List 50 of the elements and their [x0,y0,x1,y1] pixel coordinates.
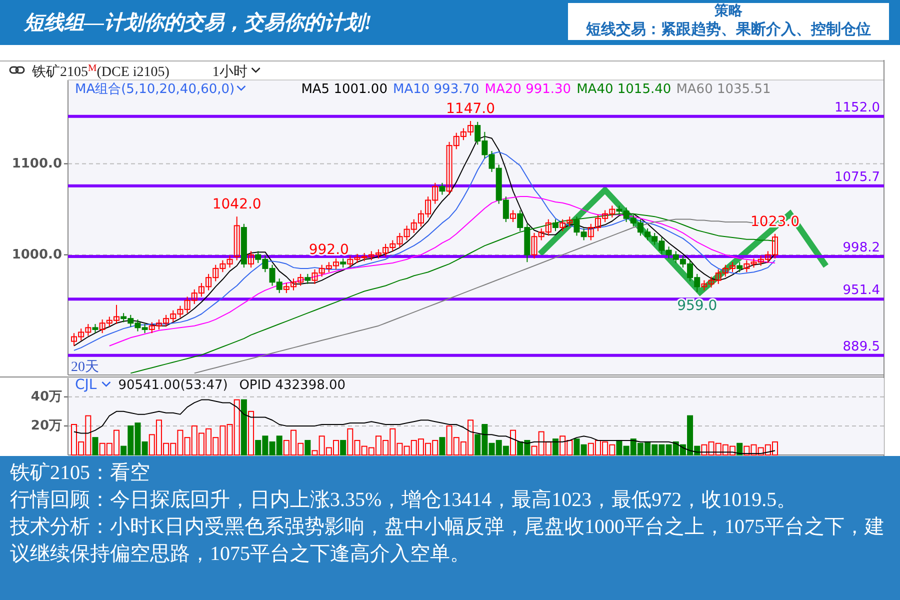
bar [248,410,254,456]
y-tick-label: 20万 [30,418,62,434]
text: MA5 1001.00 [301,82,388,97]
ref-line-label: 1075.7 [834,170,880,185]
text: 技术分析：小时K日内受黑色系强势影响，盘中小幅反弹，尾盘收1000平台之上，1075平台之下，建议继续保持偏空思路，1075平台之下逢高介入空单。 [10,515,886,567]
bar [736,442,743,456]
candlestick [439,182,446,196]
text: MA60 1035.51 [676,82,771,97]
text: MA20 991.30 [484,82,572,97]
text: MA10 993.70 [393,82,480,97]
candlestick [248,250,254,268]
y-tick-label: 1000.0 [12,247,62,262]
legend-title: MA组合(5,10,20,40,60,0) [75,82,235,97]
chart-title: CJL [75,377,97,393]
ref-line-label: 951.4 [842,283,880,298]
candlestick [92,324,98,334]
text: 短线组—计划你的交易，交易你的计划! [24,10,372,36]
annotation: 959.0 [677,298,718,314]
bar [240,399,247,456]
annotation: 90541.00(53:47) [118,378,228,393]
y-tick-label: 40万 [30,389,62,404]
annotation: OPID 432398.00 [239,378,346,393]
annotation: 20天 [71,360,99,375]
annotation: 992.0 [308,242,349,258]
y-tick-label: 1100.0 [12,156,62,172]
candlestick [304,273,311,284]
bar [552,438,558,456]
annotation: 1147.0 [446,100,496,117]
text: MA40 1015.40 [576,82,672,97]
bar [439,437,446,456]
text: 铁矿2105：看空 [10,461,151,486]
ref-line-label: 1152.0 [834,100,880,116]
ref-line-label: 889.5 [842,339,880,354]
candlestick [340,258,346,268]
text: 短线交易：紧跟趋势、果断介入、控制仓位 [585,19,872,39]
bar [510,430,516,456]
candlestick [234,216,240,261]
chart-subtitle: 1小时 [212,64,248,80]
bar [340,440,346,456]
text: 行情回顾：今日探底回升，日内上涨3.35%，增仓13414，最高1023，最低972，收1019.5。 [10,488,798,513]
chart-title: 铁矿2105$^{M}$(DCE i2105) [31,62,170,80]
candlestick [510,210,516,223]
text: 策略 [714,3,744,19]
line-series [74,399,776,454]
annotation: 1042.0 [212,196,262,213]
bar [304,440,311,456]
ref-line-label: 998.2 [842,240,880,256]
bar [92,437,98,456]
candlestick [552,218,558,232]
candlestick [736,262,743,273]
